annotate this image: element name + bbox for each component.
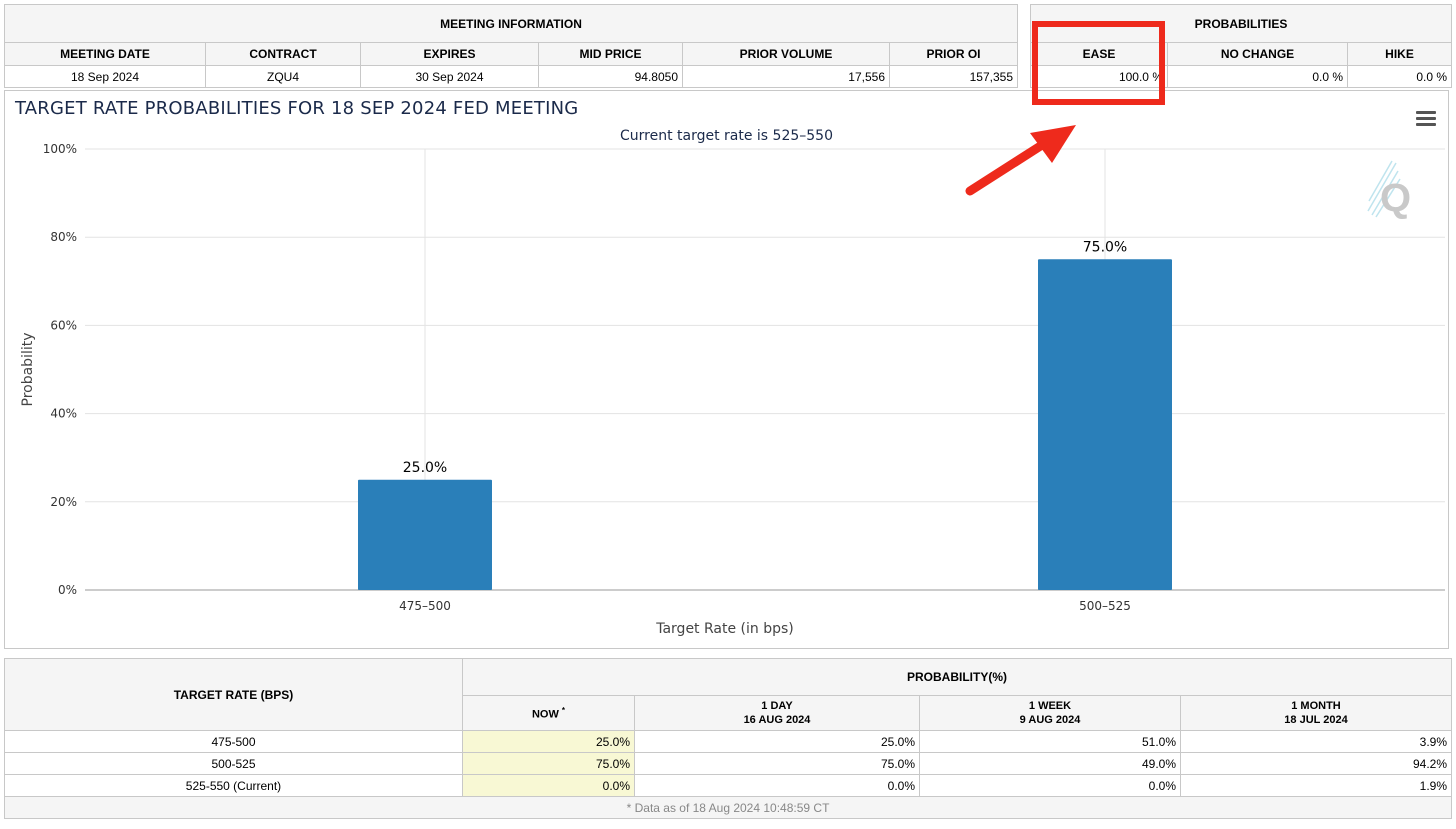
svg-text:Q: Q <box>1380 176 1411 220</box>
col-prior-oi: PRIOR OI <box>889 42 1018 66</box>
ease-value: 100.0 % <box>1030 65 1168 88</box>
bar <box>358 479 492 590</box>
target-rate-header: TARGET RATE (BPS) <box>4 658 463 731</box>
probability-header: PROBABILITY(%) <box>462 658 1452 696</box>
y-tick-label: 0% <box>58 583 77 597</box>
row-label: 475-500 <box>4 730 463 753</box>
meeting-info-table: MEETING INFORMATION MEETING DATE CONTRAC… <box>4 4 1018 88</box>
cell-1-week: 51.0% <box>919 730 1181 753</box>
bar <box>1038 259 1172 590</box>
col-1-week: 1 WEEK 9 AUG 2024 <box>919 695 1181 731</box>
x-tick-label: 500–525 <box>1079 599 1131 613</box>
probabilities-table: PROBABILITIES EASE NO CHANGE HIKE 100.0 … <box>1029 4 1453 88</box>
y-tick-label: 80% <box>50 230 77 244</box>
col-ease: EASE <box>1030 42 1168 66</box>
bars <box>358 259 1172 590</box>
hike-value: 0.0 % <box>1346 65 1453 88</box>
data-timestamp-footnote: * Data as of 18 Aug 2024 10:48:59 CT <box>4 796 1452 819</box>
cell-now: 0.0% <box>462 774 635 797</box>
gridlines <box>85 148 1445 591</box>
y-axis-label: Probability <box>20 332 36 406</box>
bar-data-label: 75.0% <box>1083 239 1127 255</box>
col-1-month: 1 MONTH 18 JUL 2024 <box>1180 695 1452 731</box>
col-mid-price: MID PRICE <box>538 42 683 66</box>
labels: 0% 20% 40% 60% 80% 100% 25.0% 475–500 75.0% 500–5… <box>20 142 1131 637</box>
bar-data-label: 25.0% <box>403 460 447 476</box>
table-row: 500-525 75.0% 75.0% 49.0% 94.2% <box>4 752 1452 775</box>
col-no-change: NO CHANGE <box>1167 42 1348 66</box>
cell-1-month: 1.9% <box>1180 774 1452 797</box>
cell-1-day: 25.0% <box>634 730 920 753</box>
cell-1-day: 75.0% <box>634 752 920 775</box>
no-change-value: 0.0 % <box>1167 65 1348 88</box>
row-label: 500-525 <box>4 752 463 775</box>
cell-1-month: 3.9% <box>1180 730 1452 753</box>
contract-value: ZQU4 <box>205 65 361 88</box>
cell-now: 25.0% <box>462 730 635 753</box>
cell-now: 75.0% <box>462 752 635 775</box>
chart-title: TARGET RATE PROBABILITIES FOR 18 SEP 202… <box>15 98 579 119</box>
col-expires: EXPIRES <box>360 42 539 66</box>
prior-volume-value: 17,556 <box>682 65 890 88</box>
chart-panel: TARGET RATE PROBABILITIES FOR 18 SEP 202… <box>4 90 1449 649</box>
col-contract: CONTRACT <box>205 42 361 66</box>
row-label: 525-550 (Current) <box>4 774 463 797</box>
y-tick-label: 60% <box>50 318 77 332</box>
chart-subtitle: Current target rate is 525–550 <box>619 128 833 144</box>
prior-oi-value: 157,355 <box>889 65 1018 88</box>
col-prior-volume: PRIOR VOLUME <box>682 42 890 66</box>
table-row: 475-500 25.0% 25.0% 51.0% 3.9% <box>4 730 1452 753</box>
y-tick-label: 100% <box>43 142 77 156</box>
mid-price-value: 94.8050 <box>538 65 683 88</box>
meeting-date-value: 18 Sep 2024 <box>4 65 206 88</box>
meeting-info-title: MEETING INFORMATION <box>4 4 1018 43</box>
hamburger-menu-icon[interactable] <box>1416 111 1436 127</box>
x-tick-label: 475–500 <box>399 599 451 613</box>
table-row: 525-550 (Current) 0.0% 0.0% 0.0% 1.9% <box>4 774 1452 797</box>
y-tick-label: 20% <box>50 495 77 509</box>
quikstrike-logo-icon: Q <box>1367 160 1411 220</box>
x-axis-label: Target Rate (in bps) <box>655 621 794 637</box>
cell-1-month: 94.2% <box>1180 752 1452 775</box>
cell-1-day: 0.0% <box>634 774 920 797</box>
y-tick-label: 40% <box>50 407 77 421</box>
col-hike: HIKE <box>1346 42 1453 66</box>
cell-1-week: 0.0% <box>919 774 1181 797</box>
probabilities-title: PROBABILITIES <box>1029 4 1453 43</box>
col-now: NOW * <box>462 695 635 731</box>
probability-detail-table: TARGET RATE (BPS) PROBABILITY(%) NOW * 1… <box>4 658 1452 819</box>
cell-1-week: 49.0% <box>919 752 1181 775</box>
col-1-day: 1 DAY 16 AUG 2024 <box>634 695 920 731</box>
bar-chart: 0% 20% 40% 60% 80% 100% 25.0% 475–500 75.0% 500–5… <box>20 142 1445 637</box>
col-meeting-date: MEETING DATE <box>4 42 206 66</box>
expires-value: 30 Sep 2024 <box>360 65 539 88</box>
